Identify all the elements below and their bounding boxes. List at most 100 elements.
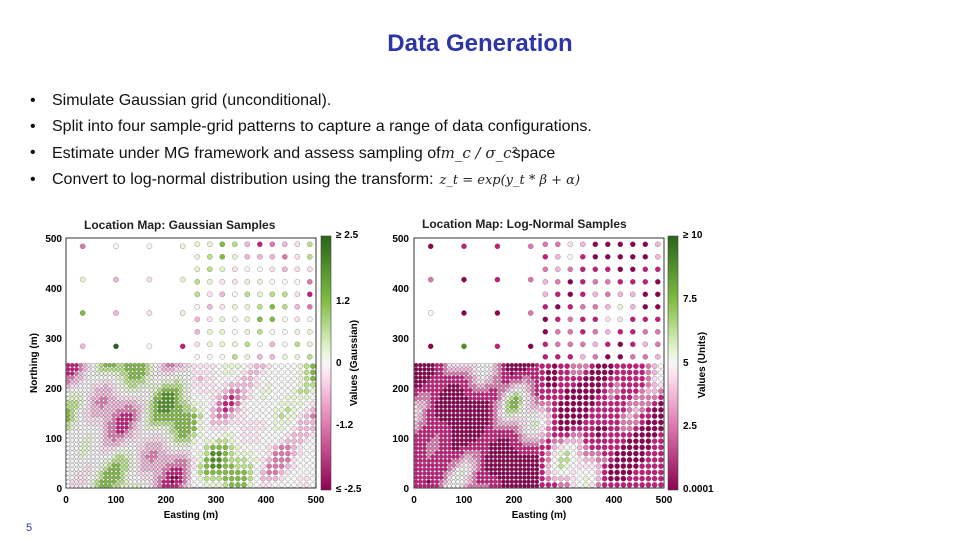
sample-point [620,444,627,451]
sample-point [70,387,75,393]
sample-point [145,392,150,397]
sample-point [103,442,108,447]
sample-point [216,375,222,382]
sample-point [430,421,435,426]
sample-point [633,394,639,401]
sample-point [174,479,179,484]
sample-point [222,482,229,488]
sample-point [468,471,473,476]
sample-point [589,413,595,419]
sample-point [422,458,427,464]
sample-point [86,450,92,455]
sample-point [438,379,444,384]
sample-point [111,454,117,459]
sample-point [132,425,137,430]
sample-point [430,483,435,488]
sample-point [174,450,179,455]
sample-point [74,404,79,409]
sample-point [422,429,427,434]
sample-point [472,421,477,426]
sample-point [257,316,263,323]
sample-point [70,471,75,476]
sample-point [153,425,158,430]
sample-point [480,425,485,430]
sample-point [630,354,636,360]
sample-point [447,429,452,434]
sample-point [111,425,117,430]
sample-point [70,442,75,447]
sample-point [608,444,614,451]
sample-point [438,417,444,422]
sample-point [530,417,535,422]
sample-point [534,471,540,476]
sample-point [645,419,652,426]
sample-point [451,467,456,472]
sample-point [539,400,545,407]
sample-point [463,462,469,468]
bullet-list: Simulate Gaussian grid (unconditional). … [30,88,592,194]
sample-point [468,446,473,451]
sample-point [178,362,183,368]
sample-point [455,462,460,468]
sample-point [278,425,285,432]
sample-point [564,400,570,407]
sample-point [82,446,87,451]
sample-point [297,475,304,482]
sample-point [576,425,583,432]
sample-point [120,425,125,430]
sample-point [216,419,222,426]
sample-point [522,458,527,464]
sample-point [505,362,510,368]
sample-point [595,425,602,432]
sample-point [522,392,527,397]
sample-point [518,392,523,397]
sample-point [128,383,133,389]
sample-point [278,400,285,407]
sample-point [165,446,171,451]
sample-point [505,437,510,443]
sample-point [651,363,658,369]
sample-point [488,417,494,422]
sample-point [203,432,210,438]
sample-point [285,419,291,426]
sample-point [140,462,146,468]
sample-point [488,475,494,480]
sample-point [551,382,558,388]
sample-point [497,392,502,397]
sample-point [70,379,75,384]
sample-point [297,444,304,451]
sample-point [78,446,83,451]
sample-point [614,369,620,376]
sample-point [518,375,523,380]
sample-point [459,479,465,484]
sample-point [534,475,540,480]
sample-point [645,388,652,394]
sample-point [601,413,608,419]
sample-point [95,383,100,389]
sample-point [484,437,490,443]
sample-point [509,483,515,488]
sample-point [545,425,552,432]
sample-point [140,367,146,372]
sample-point [539,407,545,413]
sample-point [222,475,229,482]
sample-point [285,388,291,394]
sample-point [518,367,523,372]
sample-point [70,383,75,389]
sample-point [530,433,535,439]
sample-point [472,404,477,409]
sample-point [216,469,222,476]
sample-point [140,421,146,426]
sample-point [124,408,129,414]
sample-point [595,469,602,476]
sample-point [463,404,469,409]
sample-point [476,392,481,397]
sample-point [434,421,440,426]
sample-point [426,471,431,476]
sample-point [310,425,316,432]
sample-point [165,421,171,426]
sample-point [567,266,574,273]
sample-point [78,371,83,376]
sample-point [493,471,498,476]
bullet-item: Split into four sample-grid patterns to … [30,114,592,140]
